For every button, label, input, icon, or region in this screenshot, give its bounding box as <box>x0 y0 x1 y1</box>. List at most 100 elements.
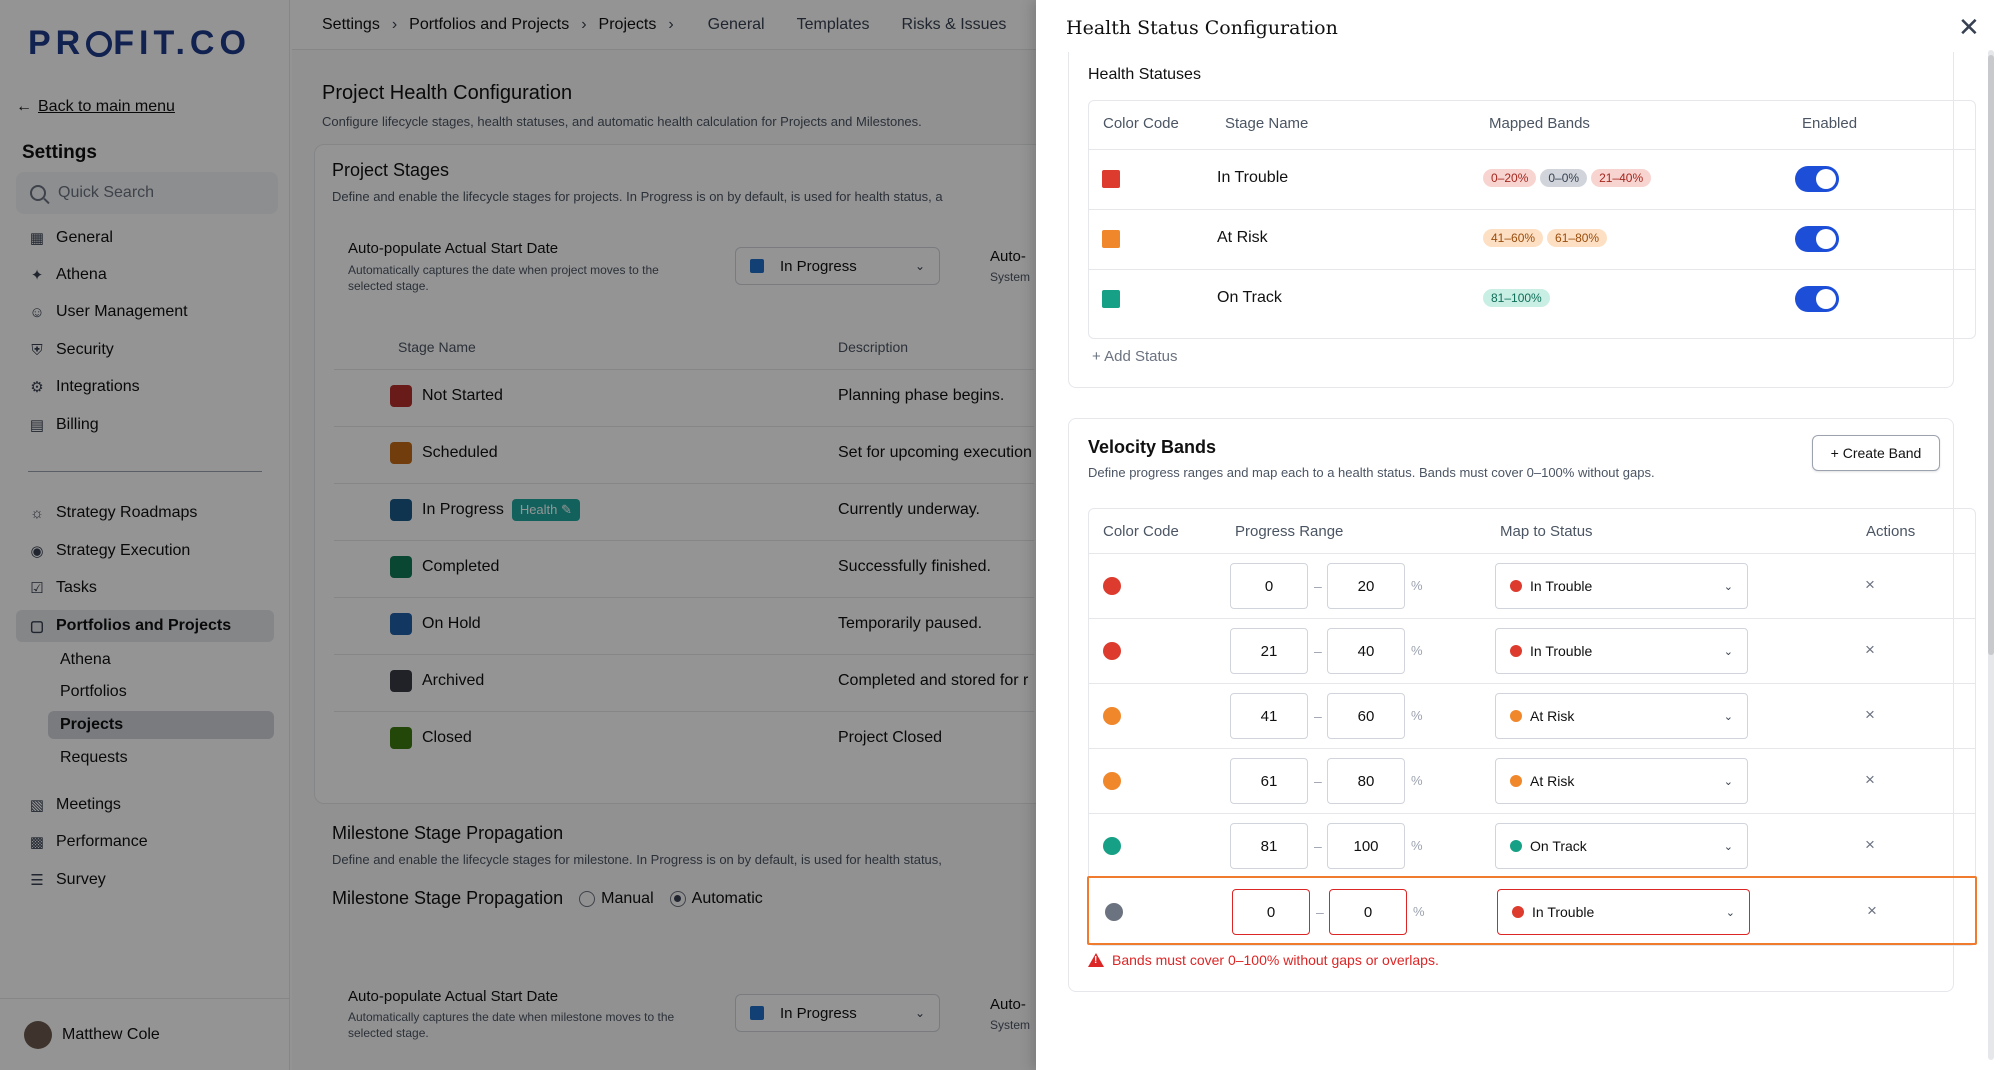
status-dot <box>1512 906 1524 918</box>
autopopulate-stage-select[interactable]: In Progress ⌄ <box>735 247 940 285</box>
range-from-input[interactable]: 21 <box>1230 628 1308 674</box>
range-from-input[interactable]: 0 <box>1230 563 1308 609</box>
profitco-logo[interactable]: PR FIT.CO <box>28 24 251 62</box>
range-from-input[interactable]: 41 <box>1230 693 1308 739</box>
status-dot <box>1510 710 1522 722</box>
status-color-swatch <box>1102 290 1120 308</box>
velocity-bands-title: Velocity Bands <box>1088 437 1217 457</box>
breadcrumb-projects[interactable]: Projects <box>598 15 657 33</box>
breadcrumb-portfolios-projects[interactable]: Portfolios and Projects <box>409 15 570 33</box>
band-color-dot[interactable] <box>1103 642 1121 660</box>
delete-band-icon[interactable]: × <box>1865 835 1875 854</box>
enabled-toggle[interactable] <box>1795 226 1839 252</box>
quick-search-input[interactable]: Quick Search <box>16 172 278 214</box>
range-from-input[interactable]: 81 <box>1230 823 1308 869</box>
project-stages-subtitle: Define and enable the lifecycle stages f… <box>332 189 943 204</box>
map-to-status-select[interactable]: In Trouble ⌄ <box>1497 889 1750 935</box>
enabled-toggle[interactable] <box>1795 166 1839 192</box>
stage-name: Not Started <box>390 385 503 407</box>
band-color-dot[interactable] <box>1103 772 1121 790</box>
breadcrumb-settings[interactable]: Settings <box>322 15 380 33</box>
sidebar-item-strategy-execution[interactable]: ◉ Strategy Execution <box>16 535 274 567</box>
sidebar-item-meetings[interactable]: ▧ Meetings <box>29 796 121 814</box>
delete-band-icon[interactable]: × <box>1865 770 1875 789</box>
range-to-input[interactable]: 80 <box>1327 758 1405 804</box>
sidebar-item-performance[interactable]: ▩ Performance <box>29 833 148 851</box>
band-color-dot[interactable] <box>1103 837 1121 855</box>
delete-band-icon[interactable]: × <box>1865 705 1875 724</box>
status-name: In Trouble <box>1217 169 1289 186</box>
range-from-input[interactable]: 0 <box>1232 889 1310 935</box>
band-color-dot[interactable] <box>1103 707 1121 725</box>
col-actions: Actions <box>1866 523 1916 540</box>
receipt-icon: ▤ <box>29 417 45 434</box>
stage-row <box>334 540 1034 596</box>
map-to-status-select[interactable]: In Trouble ⌄ <box>1495 563 1748 609</box>
stage-description: Project Closed <box>838 729 943 746</box>
col-description: Description <box>838 339 909 355</box>
enabled-toggle[interactable] <box>1795 286 1839 312</box>
stage-description: Temporarily paused. <box>838 615 983 632</box>
sidebar-item-integrations[interactable]: ⚙ Integrations <box>16 371 274 403</box>
sidebar-subitem-portfolios[interactable]: Portfolios <box>60 683 127 700</box>
sidebar-item-billing[interactable]: ▤ Billing <box>29 416 99 434</box>
tab-templates[interactable]: Templates <box>796 15 870 33</box>
range-from-input[interactable]: 61 <box>1230 758 1308 804</box>
sidebar-item-athena[interactable]: ✦ Athena <box>16 259 274 291</box>
status-dot <box>1510 775 1522 787</box>
milestone-propagation-title: Milestone Stage Propagation <box>332 823 564 843</box>
back-to-main-menu-link[interactable]: ← Back to main menu <box>16 98 175 115</box>
sidebar-item-security[interactable]: ⛨ Security <box>16 334 274 366</box>
delete-band-icon[interactable]: × <box>1865 640 1875 659</box>
delete-band-icon[interactable]: × <box>1867 901 1877 920</box>
chevron-right-icon: › <box>391 15 398 33</box>
range-to-input[interactable]: 0 <box>1329 889 1407 935</box>
create-band-button[interactable]: + Create Band <box>1812 435 1940 471</box>
sidebar-item-portfolios-and-projects[interactable]: ▢ Portfolios and Projects <box>16 610 274 642</box>
stage-color-swatch <box>390 613 412 635</box>
radio-manual[interactable] <box>579 890 596 907</box>
user-profile[interactable]: Matthew Cole <box>0 998 290 1070</box>
autopopulate-right-desc: System <box>990 270 1031 284</box>
stage-name: In Progress Health ✎ <box>390 499 580 521</box>
col-mapped-bands: Mapped Bands <box>1489 115 1590 132</box>
sidebar-item-user-management[interactable]: ☺ User Management <box>29 303 188 321</box>
velocity-band-row: 61–80% At Risk ⌄ × <box>1089 748 1975 813</box>
band-pill: 61–80% <box>1547 229 1608 247</box>
map-to-status-select[interactable]: In Trouble ⌄ <box>1495 628 1748 674</box>
modal-backdrop[interactable] <box>0 0 1036 1070</box>
page-subtitle: Configure lifecycle stages, health statu… <box>322 114 922 129</box>
range-to-input[interactable]: 100 <box>1327 823 1405 869</box>
sidebar-subitem-projects[interactable]: Projects <box>48 711 274 739</box>
tab-risks-issues[interactable]: Risks & Issues <box>901 15 1007 33</box>
stage-description: Set for upcoming execution <box>838 444 1032 461</box>
sidebar-item-tasks[interactable]: ☑ Tasks <box>16 572 274 604</box>
stage-name: Closed <box>390 727 472 749</box>
ms-autopopulate-stage-select[interactable]: In Progress ⌄ <box>735 994 940 1032</box>
map-to-status-select[interactable]: On Track ⌄ <box>1495 823 1748 869</box>
sidebar-item-general[interactable]: ▦ General <box>29 229 113 247</box>
range-to-input[interactable]: 40 <box>1327 628 1405 674</box>
sidebar-subitem-athena[interactable]: Athena <box>60 651 111 668</box>
milestone-propagation-subtitle: Define and enable the lifecycle stages f… <box>332 852 942 867</box>
add-status-link[interactable]: + Add Status <box>1092 348 1178 365</box>
tab-general[interactable]: General <box>707 15 765 33</box>
band-color-dot[interactable] <box>1105 903 1123 921</box>
chevron-down-icon: ⌄ <box>1725 906 1735 919</box>
col-map-to-status: Map to Status <box>1500 523 1593 540</box>
radio-automatic[interactable] <box>669 890 686 907</box>
delete-band-icon[interactable]: × <box>1865 575 1875 594</box>
scrollbar-thumb[interactable] <box>1988 55 1994 655</box>
range-to-input[interactable]: 20 <box>1327 563 1405 609</box>
sidebar-item-strategy-roadmaps[interactable]: ☼ Strategy Roadmaps <box>16 497 274 529</box>
sidebar-subitem-requests[interactable]: Requests <box>60 749 128 766</box>
status-dot <box>1510 645 1522 657</box>
health-status-row: In Trouble 0–20% 0–0% 21–40% <box>1089 149 1975 208</box>
close-icon[interactable]: ✕ <box>1958 12 1980 42</box>
map-to-status-select[interactable]: At Risk ⌄ <box>1495 693 1748 739</box>
health-badge[interactable]: Health ✎ <box>511 499 580 521</box>
sidebar-item-survey[interactable]: ☰ Survey <box>16 864 274 896</box>
band-color-dot[interactable] <box>1103 577 1121 595</box>
map-to-status-select[interactable]: At Risk ⌄ <box>1495 758 1748 804</box>
range-to-input[interactable]: 60 <box>1327 693 1405 739</box>
